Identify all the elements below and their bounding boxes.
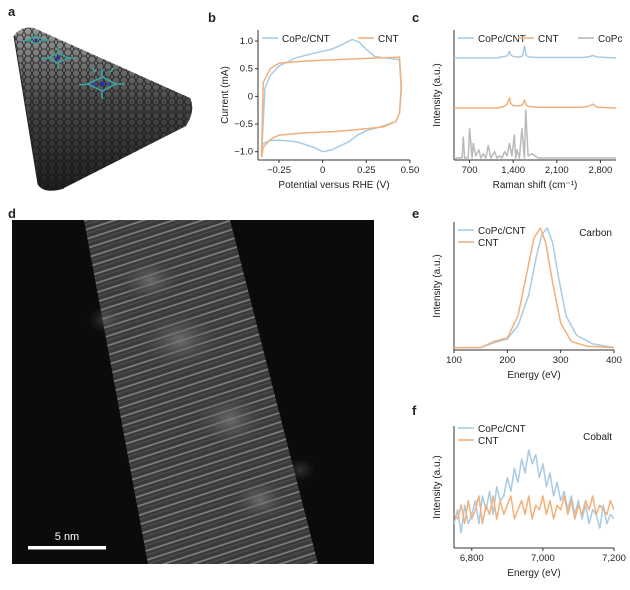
x-tick-label: 7,200 xyxy=(602,553,626,564)
series-line-copc-cnt xyxy=(260,38,403,155)
legend-label: CNT xyxy=(378,34,399,45)
x-tick-label: 2,800 xyxy=(589,165,613,176)
panel-label-b: b xyxy=(208,10,216,25)
x-tick-label: 7,000 xyxy=(531,553,555,564)
x-tick-label: 0.50 xyxy=(401,165,420,176)
plot-area xyxy=(454,449,614,534)
series-line-copc-cnt xyxy=(454,45,616,59)
chart-annotation: Cobalt xyxy=(583,432,612,443)
copc-molecule-2 xyxy=(40,47,75,69)
x-tick-label: 200 xyxy=(499,355,515,366)
x-tick-label: 0.25 xyxy=(357,165,376,176)
panel-label-a: a xyxy=(8,4,16,19)
x-tick-label: 0 xyxy=(320,165,325,176)
scale-bar-label: 5 nm xyxy=(55,531,79,543)
series-line-copc-cnt xyxy=(454,449,614,534)
x-axis-label: Energy (eV) xyxy=(507,370,560,381)
y-tick-label: 0 xyxy=(248,91,253,102)
x-axis-label: Potential versus RHE (V) xyxy=(278,180,389,191)
panel-label-f: f xyxy=(412,403,417,418)
legend-label: CoPc/CNT xyxy=(478,226,526,237)
copc-molecule-3 xyxy=(78,67,125,99)
copc-molecule-1 xyxy=(21,31,50,45)
legend-label: CNT xyxy=(538,34,559,45)
x-tick-label: −0.25 xyxy=(267,165,291,176)
series-line-cnt xyxy=(454,97,616,109)
legend-label: CNT xyxy=(478,436,499,447)
scale-bar xyxy=(28,546,106,550)
legend-label: CoPc/CNT xyxy=(478,424,526,435)
plot-area xyxy=(454,45,616,159)
x-axis-label: Raman shift (cm⁻¹) xyxy=(493,180,578,191)
x-tick-label: 6,800 xyxy=(460,553,484,564)
series-line-cnt xyxy=(454,227,614,349)
x-tick-label: 100 xyxy=(446,355,462,366)
chart-c: 700 1,400 2,100 2,800 Raman shift (cm⁻¹) Inte… xyxy=(432,30,622,191)
panel-label-e: e xyxy=(412,206,419,221)
chart-f: 6,800 7,000 7,200 Energy (eV) Intensity (a.u… xyxy=(432,424,626,579)
y-tick-label: 0.5 xyxy=(240,64,253,75)
y-axis-label: Current (mA) xyxy=(220,66,231,124)
panel-label-c: c xyxy=(412,10,419,25)
plot-area xyxy=(454,227,614,349)
x-tick-label: 700 xyxy=(462,165,478,176)
series-line-cnt xyxy=(260,56,403,158)
chart-annotation: Carbon xyxy=(579,228,612,239)
series-line-cnt xyxy=(454,495,614,525)
y-axis-label: Intensity (a.u.) xyxy=(432,254,443,317)
chart-e: 100 200 300 400 Energy (eV) Intensity (a.u.) C… xyxy=(432,222,622,381)
y-tick-label: 1.0 xyxy=(240,36,253,47)
y-tick-label: −0.5 xyxy=(234,119,253,130)
series-line-copc xyxy=(454,109,616,159)
x-axis-label: Energy (eV) xyxy=(507,568,560,579)
panel-label-d: d xyxy=(8,206,16,221)
plot-area xyxy=(260,38,403,158)
tem-micrograph: 5 nm xyxy=(12,220,374,564)
legend-label: CoPc/CNT xyxy=(478,34,526,45)
x-tick-label: 2,100 xyxy=(545,165,569,176)
legend-label: CoPc xyxy=(598,34,622,45)
x-tick-label: 400 xyxy=(606,355,622,366)
legend-label: CNT xyxy=(478,238,499,249)
legend-label: CoPc/CNT xyxy=(282,34,330,45)
x-tick-label: 1,400 xyxy=(501,165,525,176)
nanotube-illustration xyxy=(13,27,193,191)
y-tick-label: −1.0 xyxy=(234,147,253,158)
x-tick-label: 300 xyxy=(553,355,569,366)
y-axis-label: Intensity (a.u.) xyxy=(432,455,443,518)
y-axis-label: Intensity (a.u.) xyxy=(432,63,443,126)
